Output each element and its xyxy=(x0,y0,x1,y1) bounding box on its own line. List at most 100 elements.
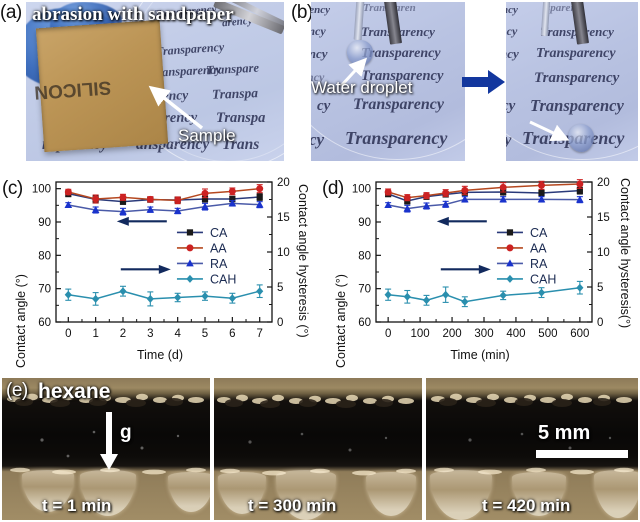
panel-d-xlabel: Time (min) xyxy=(450,348,510,362)
panel-e-frame-1: g hexane t = 1 min xyxy=(2,378,210,520)
x-tick-label: 2 xyxy=(120,328,126,340)
y2-tick-label: 5 xyxy=(597,282,603,294)
y2-tick-label: 15 xyxy=(277,212,290,224)
y-tick-label: 60 xyxy=(358,317,371,329)
data-point xyxy=(384,201,392,208)
data-point xyxy=(576,180,584,188)
panel-a-banner: abrasion with sandpaper xyxy=(32,4,234,25)
panel-b-left-photo: rency Transparen ency Transparency ency … xyxy=(311,2,465,161)
data-point xyxy=(174,196,182,204)
data-point xyxy=(422,202,431,209)
transition-arrow-icon xyxy=(462,70,505,94)
gravity-arrow-icon xyxy=(100,412,118,470)
data-point xyxy=(119,287,127,296)
y-tick-label: 70 xyxy=(358,284,371,296)
data-point xyxy=(576,195,584,203)
data-point xyxy=(146,205,155,213)
data-point xyxy=(442,290,450,299)
data-point xyxy=(91,206,100,213)
data-point xyxy=(255,200,264,208)
x-tick-label: 300 xyxy=(474,328,493,340)
gravity-label: g xyxy=(120,422,132,443)
data-point xyxy=(64,188,72,196)
data-point xyxy=(506,244,514,252)
series-RA xyxy=(64,199,264,216)
panel-e-label: (e) xyxy=(6,380,28,401)
x-tick-label: 500 xyxy=(538,328,557,340)
data-point xyxy=(506,259,514,267)
panel-d-chart: Contact angle (°) Contact angle hysteres… xyxy=(320,172,640,368)
panel-e-medium-label: hexane xyxy=(38,380,111,403)
data-point xyxy=(537,195,546,203)
x-tick-label: 3 xyxy=(147,328,153,340)
data-point xyxy=(461,195,469,203)
legend-label: CA xyxy=(530,226,548,240)
data-point xyxy=(384,290,392,299)
x-tick-label: 600 xyxy=(570,328,589,340)
x-tick-label: 0 xyxy=(65,328,71,340)
y-tick-label: 80 xyxy=(358,250,371,262)
data-point xyxy=(92,294,100,303)
droplet-arrow-icon xyxy=(339,57,368,88)
panel-e-frame-2: t = 300 min xyxy=(214,378,422,520)
sample-label: Sample xyxy=(178,126,236,145)
panel-c-label: (c) xyxy=(2,178,23,199)
water-droplet-moved xyxy=(568,124,594,152)
legend-label: RA xyxy=(210,257,228,271)
y2-tick-label: 5 xyxy=(277,282,283,294)
y2-tick-label: 20 xyxy=(597,177,610,189)
series-AA xyxy=(64,184,264,205)
data-point xyxy=(64,201,73,208)
x-tick-label: 400 xyxy=(506,328,525,340)
data-point xyxy=(228,187,236,195)
data-point xyxy=(201,195,209,203)
x-tick-label: 0 xyxy=(385,328,391,340)
x-tick-label: 7 xyxy=(256,328,262,340)
scale-bar xyxy=(536,450,628,458)
data-point xyxy=(403,204,412,212)
data-point xyxy=(422,192,430,200)
data-point xyxy=(64,290,72,299)
right-axis-arrow-icon xyxy=(440,264,491,274)
data-point xyxy=(256,193,263,201)
data-point xyxy=(229,195,236,203)
data-point xyxy=(119,207,127,215)
legend-label: AA xyxy=(210,241,227,255)
data-point xyxy=(538,181,546,189)
y2-tick-label: 10 xyxy=(277,247,290,259)
data-point xyxy=(173,207,182,214)
y-tick-label: 90 xyxy=(38,217,51,229)
data-point xyxy=(186,274,194,283)
legend-label: RA xyxy=(530,257,548,271)
panel-d-y2label: Contact angle hysteresis(°) xyxy=(618,178,632,329)
legend-label: CA xyxy=(210,226,228,240)
x-tick-label: 100 xyxy=(411,328,430,340)
data-point xyxy=(186,229,194,236)
y-tick-label: 70 xyxy=(38,284,51,296)
petri-dish-rim xyxy=(506,2,638,160)
data-point xyxy=(186,244,194,252)
data-point xyxy=(186,259,194,267)
data-point xyxy=(146,195,154,203)
droplet-arrow-icon xyxy=(529,120,570,142)
legend-label: CAH xyxy=(210,272,236,286)
data-point xyxy=(499,183,507,191)
data-point xyxy=(499,195,507,203)
data-point xyxy=(201,292,209,301)
left-axis-arrow-icon xyxy=(116,216,167,226)
series-AA xyxy=(384,179,584,202)
x-tick-label: 1 xyxy=(92,328,98,340)
panel-c-xlabel: Time (d) xyxy=(136,348,184,362)
data-point xyxy=(201,202,209,210)
data-point xyxy=(174,293,182,302)
petri-dish-rim xyxy=(311,2,465,160)
frame-1-time-label: t = 1 min xyxy=(42,496,112,515)
data-point xyxy=(461,186,469,194)
data-point xyxy=(228,199,237,207)
x-tick-label: 4 xyxy=(174,328,181,340)
x-tick-label: 200 xyxy=(442,328,461,340)
